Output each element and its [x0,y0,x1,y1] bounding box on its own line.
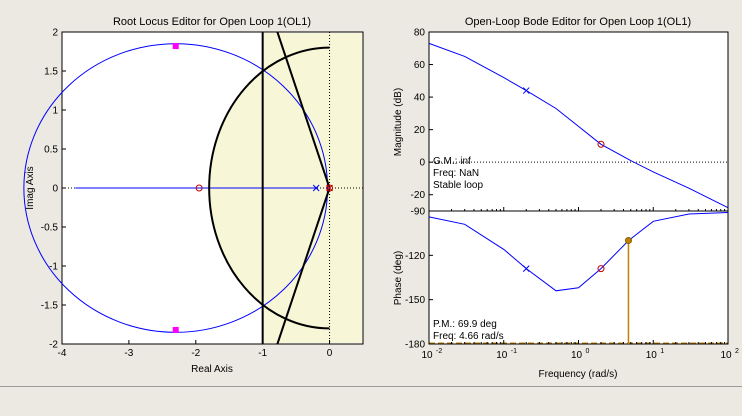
status-bar [0,386,742,416]
rl-xtick-label: 0 [327,348,333,359]
gain-margin-freq-info: Freq: NaN [433,168,479,179]
damping-boundary-lower[interactable] [276,187,331,345]
rl-ytick-label: 1 [52,106,58,117]
bode-xtick-label: 10 [720,350,732,361]
magnitude-curve[interactable] [428,42,729,209]
root-locus-xlabel: Real Axis [191,364,233,375]
bode-zero-marker[interactable] [597,140,605,148]
phase-ytick-label: -90 [411,207,426,218]
mag-ytick-label: 80 [414,28,426,39]
open-loop-pole-marker[interactable] [326,184,333,192]
bode-plot: Open-Loop Bode Editor for Open Loop 1(OL… [393,16,739,380]
rl-ytick-label: 0.5 [44,145,58,156]
phase-margin-freq-info: Freq: 4.66 rad/s [433,331,504,342]
magnitude-ylabel: Magnitude (dB) [393,88,404,156]
mag-ytick-label: 0 [419,158,425,169]
rl-ytick-label: 0 [52,184,58,195]
design-figure: Root Locus Editor for Open Loop 1(OL1) -… [23,16,739,380]
bode-pole-marker[interactable] [522,87,530,94]
phase-margin-marker[interactable] [624,237,632,245]
root-locus-plot: Root Locus Editor for Open Loop 1(OL1) -… [23,16,364,375]
phase-margin-info: P.M.: 69.9 deg [433,319,497,330]
bode-xtick-exponent: -2 [436,348,442,355]
rl-ytick-label: -2 [49,340,58,351]
rl-ytick-label: -1.5 [41,301,59,312]
bode-title: Open-Loop Bode Editor for Open Loop 1(OL… [465,16,691,28]
rl-xtick-label: -4 [58,348,67,359]
rl-ytick-label: -1 [49,262,58,273]
phase-ylabel: Phase (deg) [393,251,404,305]
bode-xtick-label: 10 [496,350,508,361]
bode-xtick-exponent: 2 [735,348,739,355]
phase-axes[interactable] [428,210,729,345]
bode-xtick-exponent: -1 [511,348,517,355]
mag-ytick-label: -20 [411,190,426,201]
bode-pole-marker[interactable] [522,265,530,272]
bode-xtick-label: 10 [646,350,658,361]
bode-xtick-exponent: 1 [660,348,664,355]
phase-curve[interactable] [428,212,729,292]
stability-info: Stable loop [433,180,483,191]
rl-xtick-label: -1 [258,348,267,359]
bode-zero-marker[interactable] [597,265,605,273]
rl-xtick-label: -3 [124,348,133,359]
open-loop-pole-marker[interactable] [312,184,320,192]
damping-boundary-upper[interactable] [276,31,331,189]
root-locus-ylabel: Imag Axis [25,166,36,209]
rl-ytick-label: 1.5 [44,67,58,78]
gain-margin-info: G.M.: inf [433,156,471,167]
closed-loop-pole-marker[interactable] [172,326,179,333]
bode-xlabel: Frequency (rad/s) [539,369,618,380]
rl-ytick-label: 2 [52,28,58,39]
rl-xtick-label: -2 [191,348,200,359]
phase-ytick-label: -180 [405,340,425,351]
mag-ytick-label: 20 [414,125,426,136]
bode-xtick-label: 10 [421,350,433,361]
phase-ytick-label: -120 [405,251,425,262]
mag-ytick-label: 60 [414,60,426,71]
phase-ytick-label: -150 [405,295,425,306]
open-loop-zero-marker[interactable] [195,184,203,192]
rl-ytick-label: -0.5 [41,223,59,234]
magnitude-axes[interactable] [428,31,729,212]
bode-xtick-exponent: 0 [586,348,590,355]
closed-loop-pole-marker[interactable] [172,43,179,50]
bode-xtick-label: 10 [571,350,583,361]
natural-frequency-boundary[interactable] [208,46,330,330]
root-locus-title: Root Locus Editor for Open Loop 1(OL1) [113,16,311,28]
open-loop-zero-marker[interactable] [326,184,334,192]
mag-ytick-label: 40 [414,93,426,104]
